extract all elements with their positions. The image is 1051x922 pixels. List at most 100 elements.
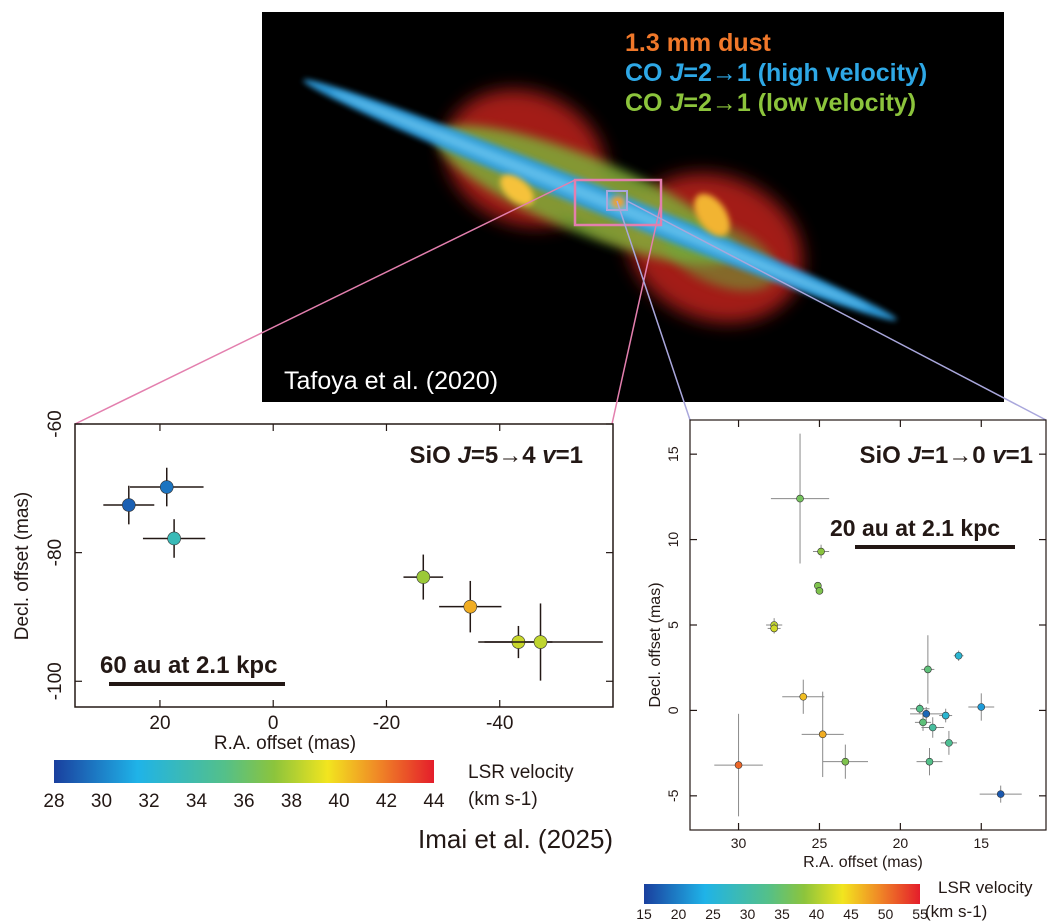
data-point-marker	[463, 599, 478, 614]
data-point	[968, 693, 995, 721]
left-colorbar-units: (km s-1)	[468, 789, 538, 810]
data-point	[129, 467, 204, 507]
right-scalebar-label: 20 au at 2.1 kpc	[830, 515, 1000, 541]
x-tick-label: -20	[373, 713, 400, 734]
right-x-ticks: 30 25 20 15	[731, 420, 989, 851]
data-point-marker	[996, 790, 1005, 798]
data-point-marker	[919, 718, 927, 727]
dust-rim-southeast	[694, 193, 730, 237]
data-point-marker	[167, 531, 181, 546]
data-point-marker	[945, 739, 953, 747]
colorbar-tick-label: 32	[138, 791, 159, 812]
legend-co-high-velocity: CO J=2→1 (high velocity)	[625, 59, 927, 87]
left-x-axis-label: R.A. offset (mas)	[214, 733, 356, 754]
data-point	[916, 748, 943, 776]
y-tick-label: -100	[45, 662, 66, 700]
colorbar-tick-label: 15	[636, 906, 652, 922]
data-point	[439, 580, 502, 633]
zoom-box-small	[606, 190, 628, 211]
nebula-emission-art	[303, 79, 897, 323]
chart-sio-5-4: 20 0 -20 -40 -60 -80 -100 SiO J=5→4 v=1 60 au…	[12, 410, 614, 812]
colorbar-tick-label: 25	[705, 906, 721, 922]
connector-violet-right	[626, 200, 1047, 421]
legend-dust-label: 1.3 mm dust	[625, 29, 772, 57]
data-point-marker	[122, 498, 136, 512]
data-point-marker	[954, 651, 963, 660]
data-point	[815, 587, 824, 595]
data-point	[770, 433, 830, 564]
y-tick-label: -60	[45, 410, 66, 437]
left-x-ticks: 20 0 -20 -40	[149, 424, 513, 734]
bottom-credit: Imai et al. (2025)	[418, 824, 614, 854]
colorbar-tick-label: 50	[878, 906, 894, 922]
colorbar-tick-label: 40	[809, 906, 825, 922]
data-point-marker	[924, 665, 932, 674]
left-plot-frame	[74, 423, 614, 708]
colorbar-tick-label: 45	[843, 906, 859, 922]
colorbar-tick-label: 36	[233, 791, 254, 812]
co-high-velocity-jet-core	[331, 91, 869, 309]
x-tick-label: 15	[973, 835, 989, 851]
colorbar-tick-label: 35	[774, 906, 790, 922]
data-point	[914, 713, 932, 731]
colorbar-tick-label: 42	[376, 791, 397, 812]
left-scalebar-label: 60 au at 2.1 kpc	[100, 652, 277, 679]
top-image-credit: Tafoya et al. (2020)	[284, 367, 498, 395]
chart-sio-1-0: 30 25 20 15 -5 0 5 10 15 SiO J=1→0 v=1 20 au at…	[636, 419, 1047, 922]
data-point	[910, 707, 943, 721]
right-colorbar-ticks: 15 20 25 30 35 40 45 50 55	[636, 906, 928, 922]
dust-rim-northwest	[500, 174, 534, 206]
left-colorbar	[54, 760, 434, 783]
connector-pink-right	[611, 202, 662, 425]
right-chart-title: SiO J=1→0 v=1	[860, 442, 1034, 469]
data-point-marker	[734, 761, 743, 769]
data-point-marker	[416, 570, 431, 584]
left-y-ticks: -60 -80 -100	[45, 410, 613, 700]
y-tick-label: 0	[665, 706, 681, 714]
zoom-box-large	[573, 178, 663, 227]
y-tick-label: 10	[665, 532, 681, 548]
data-point	[142, 519, 206, 558]
data-point	[403, 554, 444, 600]
y-tick-label: -80	[45, 539, 66, 566]
colorbar-tick-label: 30	[91, 791, 112, 812]
left-chart-title: SiO J=5→4 v=1	[410, 442, 584, 469]
data-point	[921, 717, 945, 738]
data-point-marker	[841, 757, 850, 766]
data-point	[767, 623, 781, 634]
x-tick-label: 0	[268, 713, 279, 734]
x-tick-label: 25	[812, 835, 828, 851]
left-colorbar-label: LSR velocity	[468, 762, 574, 783]
data-point	[939, 708, 953, 723]
data-point	[940, 730, 957, 755]
connector-pink-left	[74, 179, 576, 425]
right-colorbar	[644, 884, 920, 904]
data-point-marker	[770, 624, 778, 633]
right-y-ticks: -5 0 5 10 15	[665, 446, 1046, 802]
colorbar-tick-label: 34	[186, 791, 208, 812]
data-point-marker	[915, 704, 924, 713]
data-point-marker	[799, 692, 808, 701]
data-point-marker	[796, 494, 804, 503]
right-data-points	[714, 433, 1022, 817]
right-colorbar-units: (km s-1)	[925, 902, 987, 921]
colorbar-tick-label: 55	[912, 906, 928, 922]
colorbar-tick-label: 28	[43, 791, 64, 812]
data-point	[812, 544, 830, 559]
right-x-axis-label: R.A. offset (mas)	[803, 854, 923, 871]
y-tick-label: 15	[665, 446, 681, 462]
right-y-axis-label: Decl. offset (mas)	[647, 582, 664, 707]
x-tick-label: 20	[893, 835, 909, 851]
data-point-marker	[922, 710, 931, 718]
colorbar-tick-label: 40	[328, 791, 349, 812]
y-tick-label: 5	[665, 621, 681, 629]
left-colorbar-ticks: 28 30 32 34 36 38 40 42 44	[43, 791, 445, 812]
data-point	[103, 485, 155, 525]
right-plot-frame	[689, 419, 1047, 831]
data-point-marker	[817, 547, 825, 556]
data-point-marker	[533, 635, 548, 649]
connector-violet-left	[616, 200, 691, 421]
data-point-marker	[977, 703, 986, 711]
colorbar-tick-label: 30	[740, 906, 756, 922]
data-point-marker	[928, 723, 937, 732]
